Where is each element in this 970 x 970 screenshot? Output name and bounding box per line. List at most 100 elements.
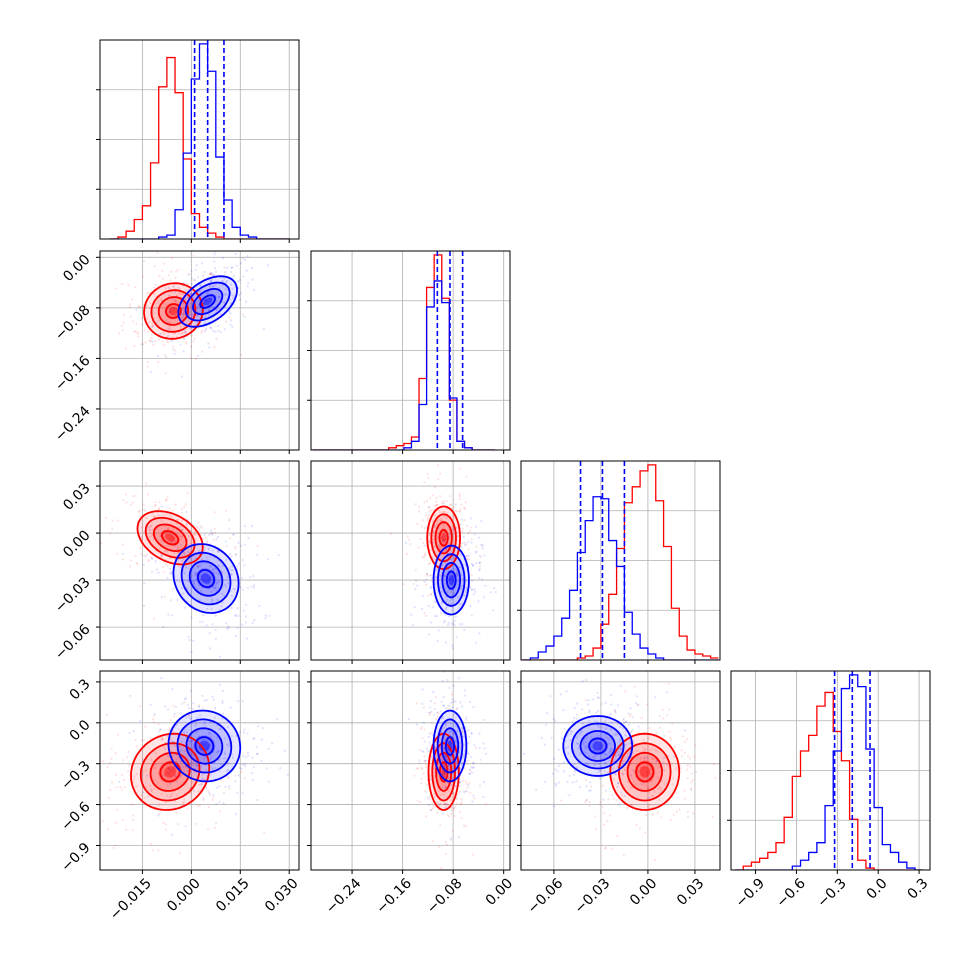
sample-point — [460, 802, 463, 806]
sample-point — [453, 567, 456, 571]
sample-point — [455, 510, 458, 513]
sample-point — [471, 853, 474, 856]
sample-point — [239, 298, 242, 301]
sample-point — [483, 718, 486, 722]
sample-point — [194, 767, 197, 770]
sample-point — [231, 266, 234, 269]
sample-point — [661, 708, 664, 711]
sample-point — [209, 542, 212, 545]
sample-point — [170, 794, 173, 798]
sample-point — [181, 316, 184, 319]
sample-point — [166, 527, 169, 530]
sample-point — [451, 526, 454, 530]
sample-point — [170, 775, 173, 779]
sample-point — [121, 773, 124, 776]
sample-point — [430, 621, 433, 624]
sample-point — [576, 742, 579, 745]
sample-point — [172, 285, 175, 288]
sample-point — [167, 327, 170, 330]
sample-point — [217, 564, 220, 567]
sample-point — [423, 500, 426, 504]
sample-point — [209, 555, 212, 558]
sample-point — [235, 735, 238, 738]
sample-point — [182, 798, 186, 801]
sample-point — [168, 294, 171, 297]
sample-point — [685, 768, 689, 771]
sample-point — [427, 604, 430, 608]
sample-point — [416, 799, 419, 802]
sample-point — [101, 819, 104, 823]
sample-point — [172, 345, 175, 348]
sample-point — [234, 780, 237, 783]
contour-red-3 — [136, 510, 204, 566]
sample-point — [460, 518, 463, 521]
sample-point — [675, 810, 679, 814]
x-tick-label: −0.9 — [733, 875, 768, 910]
sample-point — [88, 720, 90, 722]
sample-point — [208, 272, 211, 276]
sample-point — [208, 548, 211, 551]
sample-point — [225, 509, 228, 512]
sample-point — [166, 550, 169, 553]
contour-blue-0 — [194, 736, 215, 756]
sample-point — [191, 781, 195, 784]
sample-point — [169, 719, 172, 722]
sample-point — [434, 514, 437, 517]
sample-point — [198, 783, 201, 786]
sample-point — [171, 687, 174, 691]
sample-point — [201, 706, 204, 710]
sample-point — [244, 621, 247, 624]
sample-point — [232, 297, 235, 300]
sample-point — [212, 285, 215, 288]
sample-point — [420, 782, 423, 785]
sample-point — [142, 343, 145, 346]
panel-frame-0-0 — [99, 39, 300, 240]
sample-point — [178, 535, 181, 539]
sample-point — [450, 602, 453, 606]
sample-point — [166, 564, 169, 567]
sample-point — [463, 628, 466, 632]
sample-point — [183, 337, 186, 340]
sample-point — [390, 532, 393, 535]
sample-point — [428, 514, 431, 517]
sample-point — [619, 684, 622, 687]
sample-point — [609, 747, 613, 751]
sample-point — [146, 365, 149, 368]
sample-point — [472, 766, 475, 769]
sample-point — [153, 292, 156, 295]
sample-point — [433, 600, 436, 603]
sample-point — [403, 583, 406, 586]
sample-point — [204, 328, 207, 331]
sample-point — [190, 301, 193, 304]
sample-point — [450, 576, 454, 579]
contour-red-3 — [609, 732, 681, 811]
contour-red-0 — [161, 530, 180, 546]
sample-point — [157, 571, 160, 574]
sample-point — [163, 332, 166, 335]
sample-point — [432, 840, 435, 843]
sample-point — [111, 519, 114, 522]
sample-point — [596, 749, 599, 753]
sample-point — [591, 745, 594, 748]
sample-point — [642, 738, 645, 741]
sample-point — [213, 284, 217, 287]
sample-point — [587, 703, 590, 706]
sample-point — [120, 282, 123, 285]
sample-point — [212, 285, 215, 288]
sample-point — [466, 786, 469, 790]
sample-point — [602, 798, 605, 801]
sample-point — [199, 620, 202, 623]
sample-point — [228, 787, 231, 790]
sample-point — [463, 767, 467, 770]
sample-point — [456, 730, 459, 734]
sample-point — [436, 772, 439, 775]
sample-point — [441, 527, 444, 530]
sample-point — [163, 262, 166, 265]
sample-point — [430, 710, 433, 714]
sample-point — [436, 567, 439, 571]
sample-point — [429, 548, 432, 552]
sample-point — [584, 699, 587, 702]
y-tick-label: −0.6 — [58, 799, 93, 834]
sample-point — [241, 559, 244, 562]
sample-point — [475, 561, 478, 565]
